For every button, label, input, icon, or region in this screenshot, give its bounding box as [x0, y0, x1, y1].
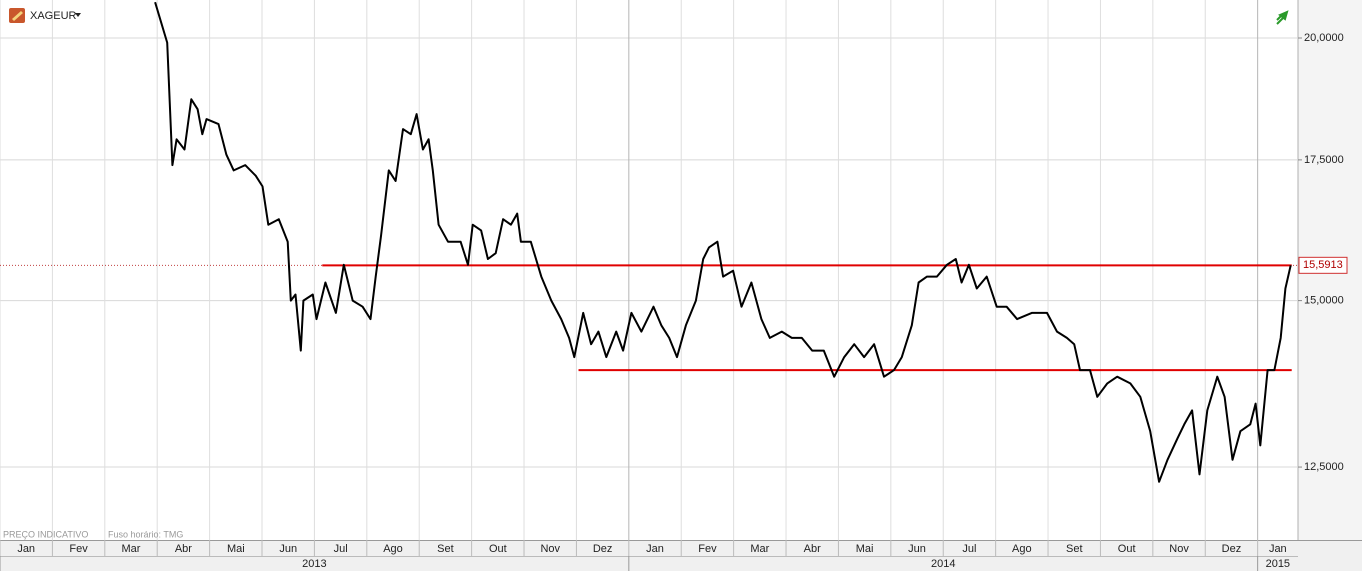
footer-timezone: Fuso horário: TMG — [108, 529, 183, 539]
x-tick-label: Dez — [1222, 543, 1242, 555]
x-tick-label: Jul — [962, 543, 976, 555]
symbol-name[interactable]: XAGEUR — [30, 10, 77, 22]
x-tick-label: Mai — [856, 543, 874, 555]
x-tick-label: Out — [489, 543, 507, 555]
y-tick-label: 17,5000 — [1304, 154, 1344, 166]
grid — [0, 0, 1302, 571]
y-tick-label: 12,5000 — [1304, 461, 1344, 473]
symbol-badge: XAGEUR — [9, 8, 81, 23]
x-tick-label: Jun — [908, 543, 926, 555]
x-tick-label: Mar — [122, 543, 141, 555]
year-tick-label: 2015 — [1266, 558, 1290, 570]
x-tick-label: Dez — [593, 543, 613, 555]
last-value-box — [1298, 256, 1348, 274]
x-tick-label: Abr — [804, 543, 821, 555]
price-line — [154, 1, 1292, 483]
x-tick-label: Jan — [1269, 543, 1287, 555]
symbol-dropdown[interactable] — [75, 13, 81, 17]
x-tick-label: Jan — [17, 543, 35, 555]
y-tick-label: 15,0000 — [1304, 295, 1344, 307]
x-tick-label: Set — [437, 543, 454, 555]
y-tick-label: 20,0000 — [1304, 32, 1344, 44]
year-tick-label: 2013 — [302, 558, 326, 570]
x-tick-label: Jun — [279, 543, 297, 555]
x-tick-label: Jan — [646, 543, 664, 555]
x-tick-label: Mar — [750, 543, 769, 555]
last-value-label: 15,5913 — [1303, 259, 1343, 271]
x-tick-label: Ago — [383, 543, 403, 555]
year-tick-label: 2014 — [931, 558, 955, 570]
x-tick-label: Nov — [1169, 543, 1189, 555]
symbol-icon-glyph — [12, 11, 23, 21]
x-tick-label: Abr — [175, 543, 192, 555]
trend-icon[interactable] — [1276, 10, 1289, 25]
x-tick-label: Fev — [698, 543, 717, 555]
x-tick-label: Mai — [227, 543, 245, 555]
x-tick-label: Nov — [540, 543, 560, 555]
marks — [154, 1, 1292, 483]
x-tick-label: Fev — [69, 543, 88, 555]
footer-note: PREÇO INDICATIVO — [3, 529, 88, 539]
x-tick-label: Out — [1118, 543, 1136, 555]
x-tick-label: Jul — [334, 543, 348, 555]
x-tick-label: Set — [1066, 543, 1083, 555]
x-tick-label: Ago — [1012, 543, 1032, 555]
